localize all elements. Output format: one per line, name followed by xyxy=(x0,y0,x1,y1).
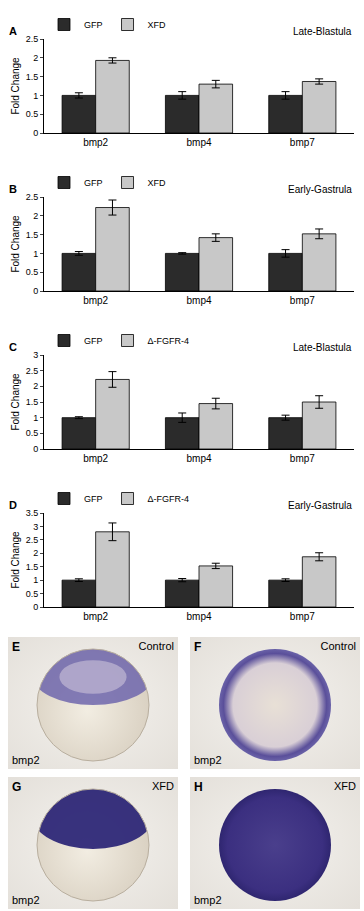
svg-text:H: H xyxy=(194,780,203,794)
svg-text:3: 3 xyxy=(33,522,38,532)
svg-text:bmp7: bmp7 xyxy=(290,295,315,306)
svg-text:bmp2: bmp2 xyxy=(12,894,40,906)
svg-text:bmp4: bmp4 xyxy=(186,611,211,622)
svg-text:2.5: 2.5 xyxy=(26,192,39,202)
svg-text:GFP: GFP xyxy=(84,336,103,346)
svg-text:1: 1 xyxy=(33,249,38,259)
svg-text:1.5: 1.5 xyxy=(26,230,39,240)
svg-text:bmp7: bmp7 xyxy=(290,453,315,464)
svg-text:F: F xyxy=(194,640,201,654)
svg-text:0.5: 0.5 xyxy=(26,267,39,277)
svg-text:0.5: 0.5 xyxy=(26,589,39,599)
svg-text:E: E xyxy=(12,640,20,654)
svg-text:Control: Control xyxy=(321,640,356,652)
svg-text:XFD: XFD xyxy=(334,780,356,792)
svg-text:2: 2 xyxy=(33,548,38,558)
svg-text:0: 0 xyxy=(33,128,38,138)
svg-text:2.5: 2.5 xyxy=(26,366,39,376)
svg-text:C: C xyxy=(9,341,17,353)
svg-text:Δ-FGFR-4: Δ-FGFR-4 xyxy=(148,336,190,346)
svg-text:Early-Gastrula: Early-Gastrula xyxy=(288,184,352,195)
svg-text:Fold Change: Fold Change xyxy=(10,531,21,589)
svg-text:Late-Blastula: Late-Blastula xyxy=(293,342,352,353)
svg-text:bmp4: bmp4 xyxy=(186,453,211,464)
svg-text:2.5: 2.5 xyxy=(26,535,39,545)
svg-text:2: 2 xyxy=(33,53,38,63)
svg-text:G: G xyxy=(12,780,21,794)
svg-text:0.5: 0.5 xyxy=(26,109,39,119)
svg-text:1: 1 xyxy=(33,91,38,101)
svg-text:Fold Change: Fold Change xyxy=(10,215,21,273)
svg-text:D: D xyxy=(9,499,17,511)
svg-text:0: 0 xyxy=(33,286,38,296)
svg-text:bmp7: bmp7 xyxy=(290,137,315,148)
svg-text:bmp2: bmp2 xyxy=(83,453,108,464)
svg-text:bmp2: bmp2 xyxy=(83,295,108,306)
svg-text:0.5: 0.5 xyxy=(26,428,39,438)
svg-text:XFD: XFD xyxy=(148,178,167,188)
svg-text:Fold Change: Fold Change xyxy=(10,57,21,115)
svg-text:Control: Control xyxy=(139,640,174,652)
svg-text:GFP: GFP xyxy=(84,20,103,30)
svg-text:XFD: XFD xyxy=(148,20,167,30)
svg-text:bmp7: bmp7 xyxy=(290,611,315,622)
svg-text:1: 1 xyxy=(33,575,38,585)
svg-text:bmp4: bmp4 xyxy=(186,137,211,148)
svg-text:1.5: 1.5 xyxy=(26,72,39,82)
svg-text:GFP: GFP xyxy=(84,494,103,504)
svg-text:1.5: 1.5 xyxy=(26,397,39,407)
svg-text:Fold Change: Fold Change xyxy=(10,373,21,431)
svg-text:bmp2: bmp2 xyxy=(194,754,222,766)
svg-text:bmp2: bmp2 xyxy=(194,894,222,906)
svg-text:bmp4: bmp4 xyxy=(186,295,211,306)
svg-text:3: 3 xyxy=(33,350,38,360)
svg-text:1: 1 xyxy=(33,413,38,423)
svg-text:XFD: XFD xyxy=(152,780,174,792)
svg-text:bmp2: bmp2 xyxy=(83,137,108,148)
svg-text:1.5: 1.5 xyxy=(26,562,39,572)
svg-text:B: B xyxy=(9,183,17,195)
svg-text:bmp2: bmp2 xyxy=(12,754,40,766)
svg-text:A: A xyxy=(9,25,17,37)
svg-text:2.5: 2.5 xyxy=(26,34,39,44)
svg-text:3.5: 3.5 xyxy=(26,508,39,518)
svg-text:2: 2 xyxy=(33,211,38,221)
svg-text:0: 0 xyxy=(33,602,38,612)
svg-text:bmp2: bmp2 xyxy=(83,611,108,622)
svg-text:Early-Gastrula: Early-Gastrula xyxy=(288,500,352,511)
svg-text:GFP: GFP xyxy=(84,178,103,188)
svg-text:Late-Blastula: Late-Blastula xyxy=(293,26,352,37)
svg-text:0: 0 xyxy=(33,444,38,454)
svg-text:2: 2 xyxy=(33,381,38,391)
svg-text:Δ-FGFR-4: Δ-FGFR-4 xyxy=(148,494,190,504)
